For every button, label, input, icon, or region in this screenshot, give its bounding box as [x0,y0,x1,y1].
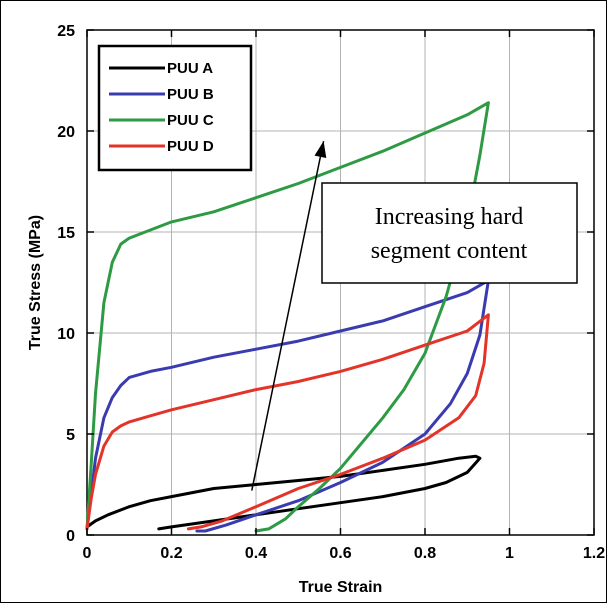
annotation-arrow [251,140,325,491]
y-tick-label: 25 [57,23,75,40]
x-tick-label: 0.2 [160,545,182,562]
x-tick-label: 1.2 [583,545,605,562]
y-tick-label: 15 [57,225,75,242]
axis-ticks: 0 0.2 0.4 0.6 0.8 1 1.2 0 5 10 15 20 25 [57,23,605,562]
series-line-2 [85,279,490,533]
series-line-3 [85,101,490,533]
y-tick-label: 5 [66,427,75,444]
legend-label: PUU C [167,112,214,129]
series-line-1 [85,454,482,531]
y-tick-label: 20 [57,124,75,141]
annotation: Increasing hard segment content [251,140,578,491]
y-tick-label: 10 [57,326,75,343]
legend: PUU A PUU B PUU C PUU D [97,44,253,172]
x-tick-label: 0.4 [245,545,267,562]
series-line-4 [85,313,490,531]
legend-label: PUU B [167,86,214,103]
annotation-text-line: Increasing hard [375,204,524,230]
series-layer [85,101,490,533]
x-axis-label: True Strain [299,579,383,596]
y-tick-label: 0 [66,528,75,545]
annotation-text-line: segment content [371,238,528,264]
legend-label: PUU D [167,138,214,155]
x-tick-label: 0.6 [329,545,351,562]
y-axis-label: True Stress (MPa) [27,215,44,350]
annotation-box [321,182,578,284]
legend-label: PUU A [167,60,213,77]
x-tick-label: 0.8 [414,545,436,562]
x-tick-label: 1 [505,545,514,562]
x-tick-label: 0 [83,545,92,562]
annotation-arrowhead [314,141,327,158]
